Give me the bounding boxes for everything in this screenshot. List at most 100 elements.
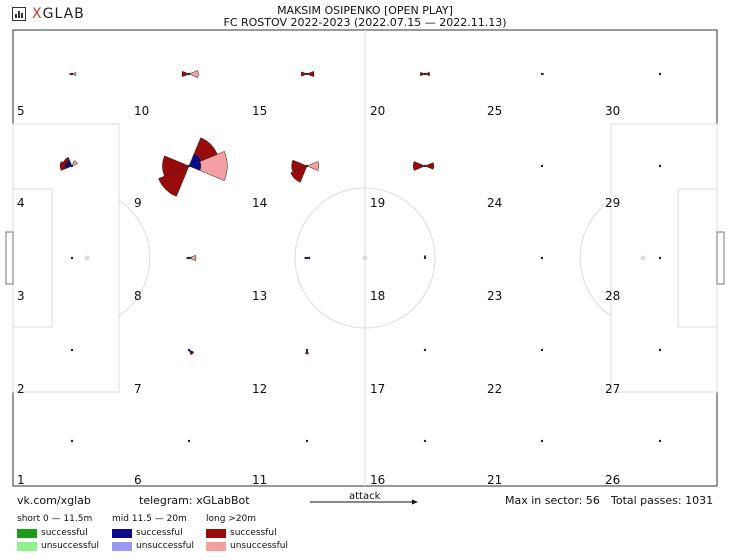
- zone-label: 19: [370, 196, 385, 210]
- title-line-2: FC ROSTOV 2022-2023 (2022.07.15 — 2022.1…: [223, 16, 507, 29]
- logo-wordmark: XGLAB: [32, 6, 85, 22]
- zone-center-dot: [70, 348, 74, 352]
- vk-link[interactable]: vk.com/xglab: [17, 494, 91, 507]
- zone-center-dot: [70, 256, 74, 260]
- rose-sector: [420, 71, 426, 77]
- zone-rose: [658, 72, 662, 76]
- right-penalty-area: [610, 123, 718, 393]
- zone-center-dot: [540, 439, 544, 443]
- right-penalty-spot: [640, 255, 646, 261]
- legend-swatch: [112, 528, 132, 538]
- rose-sector: [62, 156, 71, 165]
- legend-short-unsuccessful: unsuccessful: [17, 541, 99, 551]
- legend-mid-successful: successful: [112, 528, 183, 538]
- rose-sector: [71, 72, 77, 76]
- rose-sector: [190, 254, 197, 262]
- rose-sector: [186, 256, 190, 260]
- telegram-link[interactable]: telegram: xGLabBot: [139, 494, 250, 507]
- rose-sector: [181, 70, 190, 78]
- zone-label: 22: [487, 382, 502, 396]
- rose-sector: [424, 71, 430, 77]
- zone-center-dot: [540, 256, 544, 260]
- zone-labels: 1234567891011121314151617181920212223242…: [17, 104, 620, 487]
- zone-label: 29: [605, 196, 620, 210]
- zone-center-dot: [658, 348, 662, 352]
- zone-center-dot: [187, 439, 191, 443]
- rose-sector: [423, 255, 427, 259]
- left-penalty-spot: [84, 255, 90, 261]
- zone-center-dot: [540, 348, 544, 352]
- zone-center-dot: [658, 439, 662, 443]
- rose-sector: [188, 70, 199, 78]
- zone-rose: [658, 439, 662, 443]
- rose-sector: [162, 155, 190, 177]
- zone-rose: [423, 439, 427, 443]
- zone-rose: [305, 439, 309, 443]
- zone-rose: [69, 72, 77, 76]
- zone-label: 14: [252, 196, 267, 210]
- legend-swatch: [206, 541, 226, 551]
- left-goal: [5, 231, 14, 285]
- zone-center-dot: [658, 72, 662, 76]
- zone-label: 5: [17, 104, 25, 118]
- zone-center-dot: [305, 439, 309, 443]
- zone-center-dot: [423, 439, 427, 443]
- zone-label: 18: [370, 289, 385, 303]
- rose-sector: [190, 351, 195, 356]
- zone-label: 13: [252, 289, 267, 303]
- right-goal-area: [677, 188, 718, 328]
- zone-rose: [540, 72, 545, 76]
- rose-sector: [158, 165, 190, 197]
- max-in-sector: Max in sector: 56: [505, 494, 600, 507]
- rose-sector: [424, 162, 435, 170]
- zone-label: 6: [134, 473, 142, 487]
- rose-sector: [412, 161, 426, 171]
- rose-sector: [300, 71, 308, 77]
- rose-sector: [306, 70, 315, 78]
- zone-label: 16: [370, 473, 385, 487]
- rose-sector: [290, 165, 308, 183]
- zone-rose: [540, 164, 544, 168]
- zone-rose: [658, 348, 662, 352]
- zone-rose: [187, 348, 195, 356]
- legend-mid-label: mid 11.5 — 20m: [112, 514, 187, 524]
- zone-rose: [300, 70, 315, 78]
- chart-title: MAKSIM OSIPENKO [OPEN PLAY] FC ROSTOV 20…: [0, 5, 730, 29]
- legend-swatch: [112, 541, 132, 551]
- rose-sector: [71, 160, 78, 167]
- pitch-lines: [5, 29, 725, 487]
- zone-label: 26: [605, 473, 620, 487]
- zone-label: 27: [605, 382, 620, 396]
- zone-label: 3: [17, 289, 25, 303]
- zone-rose: [70, 348, 74, 352]
- title-line-1: MAKSIM OSIPENKO [OPEN PLAY]: [277, 4, 453, 17]
- zone-rose: [423, 348, 427, 352]
- rose-sector: [304, 256, 308, 260]
- legend-short-label: short 0 — 11.5m: [17, 514, 93, 524]
- zone-rose: [305, 348, 309, 355]
- rose-sector: [69, 72, 73, 76]
- zone-rose: [70, 256, 74, 260]
- zone-label: 28: [605, 289, 620, 303]
- legend-long-unsuccessful: unsuccessful: [206, 541, 288, 551]
- zone-label: 25: [487, 104, 502, 118]
- rose-sector: [306, 161, 320, 171]
- attack-label: attack: [349, 491, 381, 502]
- rose-sector: [291, 159, 308, 173]
- legend-mid-unsuccessful: unsuccessful: [112, 541, 194, 551]
- zone-rose: [540, 348, 544, 352]
- zone-rose: [304, 256, 311, 260]
- zone-rose: [658, 164, 662, 168]
- pass-roses: [59, 70, 662, 443]
- zone-center-dot: [658, 164, 662, 168]
- legend-long-label: long >20m: [206, 514, 257, 524]
- zone-center-dot: [423, 348, 427, 352]
- zone-rose: [540, 256, 544, 260]
- zone-rose: [59, 156, 78, 171]
- brand-logo: XGLAB: [12, 6, 85, 22]
- legend-long-successful: successful: [206, 528, 277, 538]
- zone-label: 4: [17, 196, 25, 210]
- rose-sector: [306, 256, 311, 260]
- right-penalty-arc: [579, 199, 612, 317]
